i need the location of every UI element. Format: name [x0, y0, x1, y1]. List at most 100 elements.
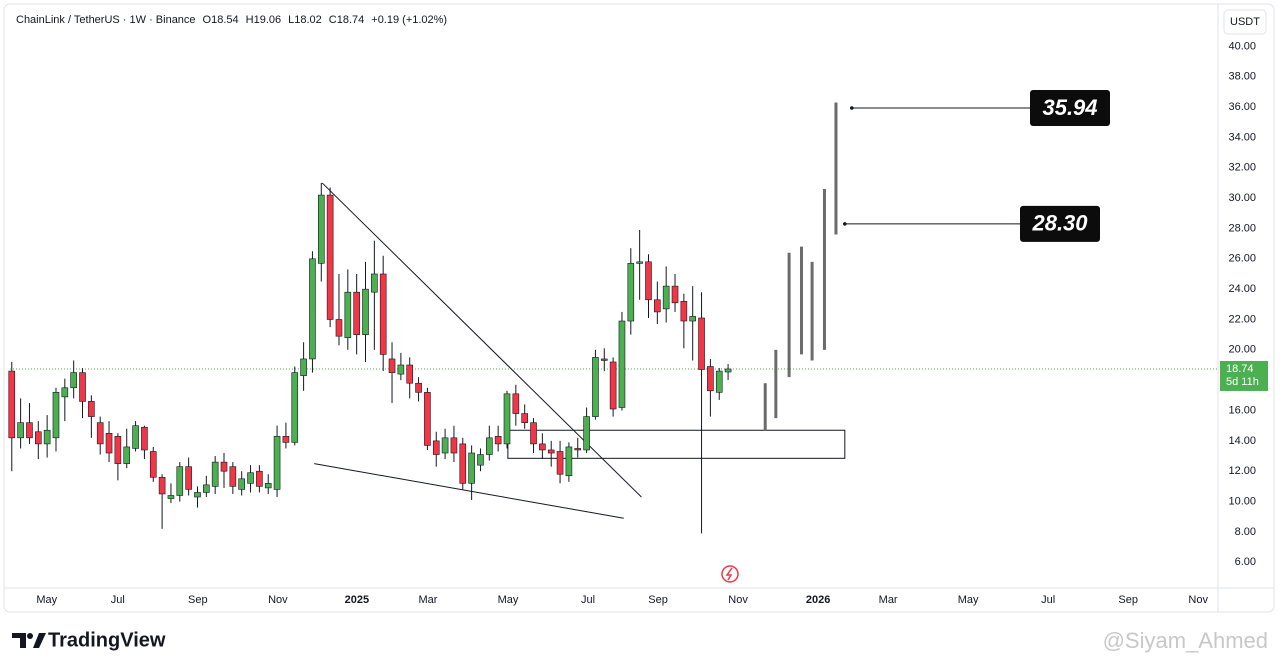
candle-body — [565, 446, 573, 477]
candle-body — [424, 392, 431, 446]
candle — [645, 254, 652, 318]
candle-body — [627, 263, 635, 322]
candle — [79, 368, 86, 419]
candle-body — [486, 437, 493, 455]
currency: USDT — [1230, 16, 1260, 28]
candle — [459, 437, 467, 490]
candle-body — [194, 492, 201, 498]
candle-body — [34, 431, 42, 445]
candle-body — [494, 436, 502, 445]
candle — [450, 425, 458, 463]
candle — [344, 269, 352, 350]
candle-body — [114, 436, 122, 464]
candle-body — [698, 317, 705, 370]
candle-body — [689, 316, 697, 322]
candle — [264, 474, 272, 494]
candle-body — [450, 437, 458, 454]
candle — [194, 486, 201, 508]
x-tick-label: May — [498, 594, 519, 606]
candle — [8, 361, 16, 472]
candle-body — [264, 483, 272, 489]
x-tick-label: 2025 — [345, 594, 369, 606]
candle-body — [167, 495, 175, 499]
currency-box[interactable] — [1223, 9, 1267, 35]
candle — [512, 384, 520, 426]
icon-circle — [721, 565, 739, 583]
last-price-box — [1220, 360, 1268, 391]
candle-body — [309, 258, 316, 360]
candle-body — [247, 472, 254, 484]
y-tick-label: 16.00 — [1228, 404, 1256, 416]
candle — [149, 446, 157, 482]
x-tick-label: Jul — [111, 594, 125, 606]
ohlc-value: H19.06 — [246, 14, 281, 26]
candle-body — [203, 484, 210, 493]
candle — [547, 440, 555, 467]
candle — [61, 378, 69, 422]
candle-body — [96, 422, 104, 445]
candle — [477, 448, 484, 472]
candle — [618, 311, 626, 411]
candle — [211, 456, 219, 494]
watermark: @Siyam_Ahmed — [1103, 628, 1268, 653]
candle — [34, 421, 42, 460]
candle-body — [600, 358, 608, 361]
y-tick-label: 28.00 — [1228, 222, 1256, 234]
candle — [220, 453, 228, 488]
y-tick-label: 34.00 — [1228, 131, 1256, 143]
candle — [432, 431, 440, 467]
candle — [26, 402, 33, 444]
candle — [715, 368, 723, 400]
candle — [698, 292, 705, 534]
x-tick-label: Sep — [648, 594, 668, 606]
candle-body — [211, 461, 219, 487]
candle-body — [123, 446, 131, 464]
x-tick-label: Sep — [188, 594, 208, 606]
countdown: 5d 11h — [1226, 376, 1259, 388]
candle — [636, 229, 643, 300]
candle — [256, 465, 263, 493]
candle — [238, 471, 245, 496]
candle-body — [680, 300, 688, 322]
replay-icon[interactable] — [721, 565, 739, 583]
target-label: 28.30 — [1031, 211, 1088, 236]
candle — [185, 457, 192, 496]
candle — [371, 240, 378, 350]
tv-logo[interactable] — [12, 633, 46, 648]
candle — [273, 425, 281, 498]
candle — [689, 286, 697, 361]
candle — [379, 255, 387, 372]
candle — [132, 421, 139, 452]
candle — [600, 348, 608, 372]
candle — [105, 421, 113, 463]
candle — [486, 425, 493, 461]
zone — [507, 429, 846, 459]
y-tick-label: 32.00 — [1228, 162, 1256, 174]
candle — [167, 483, 175, 504]
x-tick-label: 2026 — [806, 594, 830, 606]
candle-body — [662, 285, 670, 310]
candle-body — [468, 452, 475, 484]
candle-body — [185, 466, 192, 490]
y-tick-label: 26.00 — [1228, 253, 1256, 265]
candle — [70, 360, 77, 399]
logo-shape — [33, 633, 46, 648]
candle — [424, 387, 431, 450]
logo-shape — [12, 633, 26, 648]
candle — [388, 342, 396, 403]
candle — [592, 349, 599, 420]
candle-body — [512, 393, 520, 414]
candle — [176, 462, 184, 502]
candle — [583, 407, 590, 454]
candle — [441, 428, 449, 460]
candle-body — [503, 393, 511, 445]
candle-body — [388, 358, 396, 373]
symbol: ChainLink / TetherUS · 1W · Binance — [16, 14, 196, 26]
candle-body — [317, 194, 325, 264]
candle-body — [592, 357, 599, 417]
y-tick-label: 24.00 — [1228, 283, 1256, 295]
y-tick-label: 6.00 — [1235, 556, 1256, 568]
candle-body — [300, 358, 307, 376]
candle-body — [326, 194, 334, 320]
